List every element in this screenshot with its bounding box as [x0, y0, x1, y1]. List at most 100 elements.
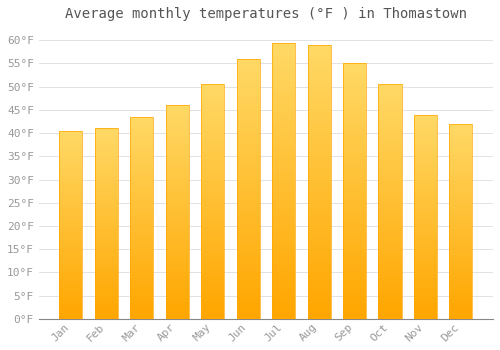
Title: Average monthly temperatures (°F ) in Thomastown: Average monthly temperatures (°F ) in Th… — [65, 7, 467, 21]
Bar — [308, 253, 330, 256]
Bar — [166, 193, 189, 195]
Bar — [201, 262, 224, 265]
Bar — [95, 216, 118, 218]
Bar — [378, 302, 402, 305]
Bar — [450, 198, 472, 200]
Bar — [166, 257, 189, 259]
Bar — [450, 124, 472, 126]
Bar — [378, 288, 402, 291]
Bar — [343, 222, 366, 224]
Bar — [414, 168, 437, 170]
Bar — [272, 214, 295, 217]
Bar — [95, 132, 118, 134]
Bar — [130, 151, 154, 153]
Bar — [308, 64, 330, 67]
Bar — [60, 187, 82, 189]
Bar — [130, 204, 154, 206]
Bar — [272, 62, 295, 65]
Bar — [343, 263, 366, 265]
Bar — [343, 301, 366, 303]
Bar — [272, 256, 295, 258]
Bar — [166, 203, 189, 206]
Bar — [308, 103, 330, 105]
Bar — [272, 170, 295, 173]
Bar — [95, 262, 118, 264]
Bar — [130, 258, 154, 260]
Bar — [343, 252, 366, 255]
Bar — [308, 135, 330, 138]
Bar — [166, 189, 189, 191]
Bar — [308, 179, 330, 182]
Bar — [201, 209, 224, 211]
Bar — [166, 238, 189, 240]
Bar — [236, 212, 260, 215]
Bar — [378, 237, 402, 239]
Bar — [378, 316, 402, 319]
Bar — [378, 122, 402, 124]
Bar — [236, 90, 260, 93]
Bar — [60, 253, 82, 255]
Bar — [201, 174, 224, 176]
Bar — [378, 188, 402, 190]
Bar — [414, 315, 437, 317]
Bar — [60, 293, 82, 294]
Bar — [450, 305, 472, 307]
Bar — [272, 286, 295, 288]
Bar — [450, 241, 472, 243]
Bar — [166, 259, 189, 261]
Bar — [378, 174, 402, 176]
Bar — [130, 177, 154, 180]
Bar — [130, 212, 154, 214]
Bar — [308, 163, 330, 166]
Bar — [378, 244, 402, 246]
Bar — [378, 89, 402, 91]
Bar — [272, 192, 295, 195]
Bar — [201, 239, 224, 241]
Bar — [201, 288, 224, 291]
Bar — [343, 178, 366, 181]
Bar — [414, 174, 437, 176]
Bar — [95, 267, 118, 270]
Bar — [308, 48, 330, 50]
Bar — [201, 117, 224, 119]
Bar — [201, 234, 224, 237]
Bar — [343, 234, 366, 237]
Bar — [95, 159, 118, 161]
Bar — [166, 317, 189, 319]
Bar — [308, 133, 330, 135]
Bar — [308, 121, 330, 124]
Bar — [166, 265, 189, 268]
Bar — [166, 107, 189, 110]
Bar — [308, 289, 330, 292]
Bar — [166, 127, 189, 129]
Bar — [343, 296, 366, 299]
Bar — [450, 282, 472, 284]
Bar — [60, 315, 82, 317]
Bar — [450, 317, 472, 319]
Bar — [450, 217, 472, 219]
Bar — [414, 250, 437, 251]
Bar — [414, 266, 437, 268]
Bar — [343, 158, 366, 161]
Bar — [130, 214, 154, 216]
Bar — [166, 229, 189, 231]
Bar — [95, 226, 118, 228]
Bar — [166, 310, 189, 313]
Bar — [378, 206, 402, 209]
Bar — [450, 214, 472, 216]
Bar — [236, 139, 260, 142]
Bar — [95, 233, 118, 235]
Bar — [308, 237, 330, 239]
Bar — [201, 228, 224, 230]
Bar — [378, 87, 402, 89]
Bar — [201, 185, 224, 188]
Bar — [201, 164, 224, 167]
Bar — [343, 281, 366, 283]
Bar — [60, 272, 82, 274]
Bar — [60, 223, 82, 225]
Bar — [236, 178, 260, 181]
Bar — [236, 158, 260, 160]
Bar — [450, 227, 472, 229]
Bar — [201, 138, 224, 141]
Bar — [343, 66, 366, 69]
